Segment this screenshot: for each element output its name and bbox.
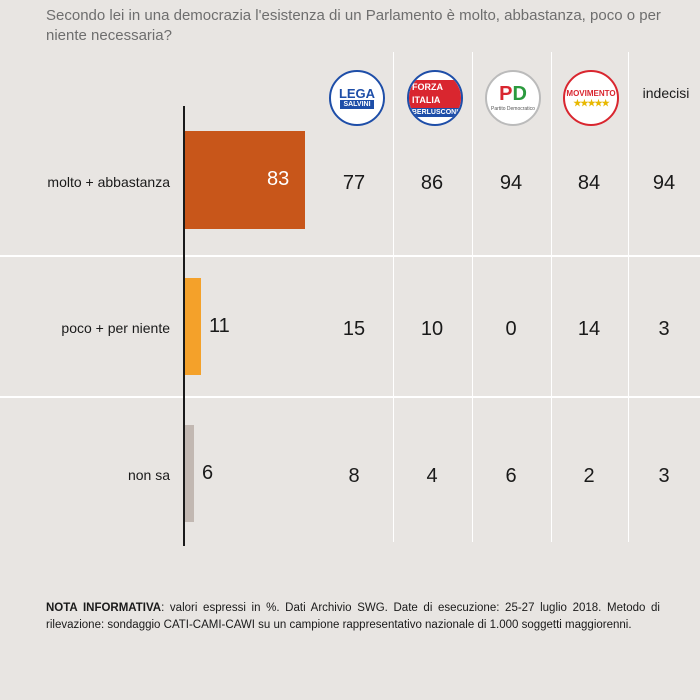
- table-value: 86: [420, 172, 444, 194]
- table-value: 0: [505, 318, 517, 340]
- column-divider: [551, 52, 552, 542]
- category-label: non sa: [127, 467, 170, 483]
- fi-logo-sub: BERLUSCONI: [409, 107, 461, 117]
- table-value: 10: [420, 318, 444, 340]
- undecided-header: indecisi: [642, 85, 690, 101]
- bar-non-sa: [185, 425, 194, 522]
- category-label: molto + abbastanza: [47, 174, 170, 190]
- lega-salvini-logo: LEGA SALVINI: [329, 70, 385, 126]
- column-divider: [393, 52, 394, 542]
- lega-logo-text: LEGA: [338, 86, 376, 101]
- m5s-stars: ★★★★★: [573, 97, 609, 108]
- bar-value-label: 83: [267, 168, 290, 190]
- table-value: 94: [499, 172, 523, 194]
- movimento-5-stelle-logo: MOVIMENTO ★★★★★: [563, 70, 619, 126]
- table-value: 94: [652, 172, 676, 194]
- partito-democratico-logo: PD Partito Democratico: [485, 70, 541, 126]
- column-divider: [472, 52, 473, 542]
- bar-molto-abbastanza: [185, 131, 305, 229]
- table-value: 15: [342, 318, 366, 340]
- pd-logo-sub: Partito Democratico: [491, 105, 535, 112]
- table-value: 6: [505, 465, 517, 487]
- category-label: poco + per niente: [61, 320, 170, 336]
- table-value: 8: [348, 465, 360, 487]
- pd-logo-text: PD: [499, 82, 527, 105]
- table-value: 14: [577, 318, 601, 340]
- chart-axis: [183, 106, 185, 546]
- fi-logo-text: FORZA ITALIA: [409, 79, 461, 108]
- table-value: 3: [658, 465, 670, 487]
- table-value: 4: [426, 465, 438, 487]
- note-label: NOTA INFORMATIVA: [46, 602, 162, 614]
- column-divider: [628, 52, 629, 542]
- forza-italia-logo: FORZA ITALIA BERLUSCONI: [407, 70, 463, 126]
- survey-question: Secondo lei in una democrazia l'esistenz…: [46, 7, 661, 44]
- bar-value-label: 6: [202, 461, 214, 484]
- row-divider: [0, 255, 700, 257]
- methodology-note: NOTA INFORMATIVA: valori espressi in %. …: [46, 600, 660, 634]
- table-value: 3: [658, 318, 670, 340]
- lega-logo-sub: SALVINI: [340, 100, 374, 109]
- row-divider: [0, 396, 700, 398]
- m5s-logo-text: MOVIMENTO: [566, 88, 616, 98]
- bar-poco-per-niente: [185, 278, 201, 375]
- table-value: 2: [583, 465, 595, 487]
- table-value: 84: [577, 172, 601, 194]
- note-text: : valori espressi in %. Dati Archivio SW…: [46, 602, 660, 631]
- table-value: 77: [342, 172, 366, 194]
- bar-value-label: 11: [209, 314, 230, 337]
